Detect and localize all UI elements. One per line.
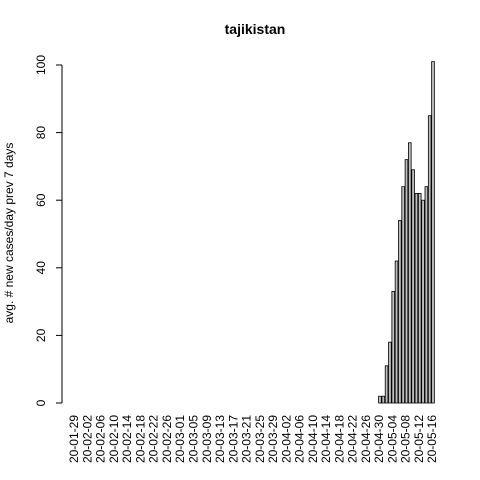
x-tick-label: 20-03-05	[187, 415, 201, 463]
bar	[391, 291, 395, 404]
x-tick-label: 20-04-30	[372, 415, 386, 463]
bar	[378, 395, 382, 404]
bar	[411, 169, 415, 404]
bar	[381, 395, 386, 404]
bar	[388, 341, 392, 404]
x-tick-label: 20-05-16	[425, 415, 439, 463]
bar	[404, 159, 409, 404]
x-tick-label: 20-03-01	[173, 415, 187, 463]
x-tick-label: 20-03-09	[200, 415, 214, 463]
x-tick-label: 20-04-22	[346, 415, 360, 463]
bar	[431, 61, 435, 404]
x-tick-label: 20-05-12	[412, 415, 426, 463]
bar	[408, 142, 412, 404]
x-tick-label: 20-03-25	[253, 415, 267, 463]
chart-title: tajikistan	[225, 21, 286, 37]
bar	[417, 193, 422, 404]
x-tick-label: 20-02-26	[160, 415, 174, 463]
y-axis-label: avg. # new cases/day prev 7 days	[2, 143, 16, 324]
x-tick-label: 20-02-18	[133, 415, 147, 463]
y-tick-label: 80	[34, 126, 48, 140]
y-tick-label: 60	[34, 193, 48, 207]
x-tick-label: 20-05-04	[385, 415, 399, 463]
bar	[384, 365, 389, 404]
x-tick-label: 20-04-14	[319, 415, 333, 463]
y-tick-label: 20	[34, 328, 48, 342]
x-tick-label: 20-02-10	[107, 415, 121, 463]
x-tick-label: 20-04-26	[359, 415, 373, 463]
x-tick-label: 20-04-18	[332, 415, 346, 463]
y-tick-label: 0	[34, 399, 48, 406]
x-tick-label: 20-01-29	[67, 415, 81, 463]
bar	[421, 199, 425, 404]
y-tick-label: 100	[34, 55, 48, 75]
x-tick-label: 20-04-10	[306, 415, 320, 463]
bar	[401, 186, 405, 404]
x-tick-label: 20-03-13	[213, 415, 227, 463]
x-tick-label: 20-05-08	[399, 415, 413, 463]
x-tick-label: 20-02-22	[147, 415, 161, 463]
x-tick-label: 20-02-06	[94, 415, 108, 463]
bar	[394, 260, 399, 404]
x-tick-label: 20-03-29	[266, 415, 280, 463]
x-tick-label: 20-04-06	[293, 415, 307, 463]
bar	[398, 220, 402, 404]
bar	[427, 115, 432, 404]
x-tick-label: 20-03-17	[226, 415, 240, 463]
x-tick-label: 20-03-21	[240, 415, 254, 463]
bar	[424, 186, 429, 404]
x-tick-label: 20-04-02	[279, 415, 293, 463]
y-tick-label: 40	[34, 261, 48, 275]
x-tick-label: 20-02-02	[80, 415, 94, 463]
x-tick-label: 20-02-14	[120, 415, 134, 463]
bar	[414, 193, 419, 404]
